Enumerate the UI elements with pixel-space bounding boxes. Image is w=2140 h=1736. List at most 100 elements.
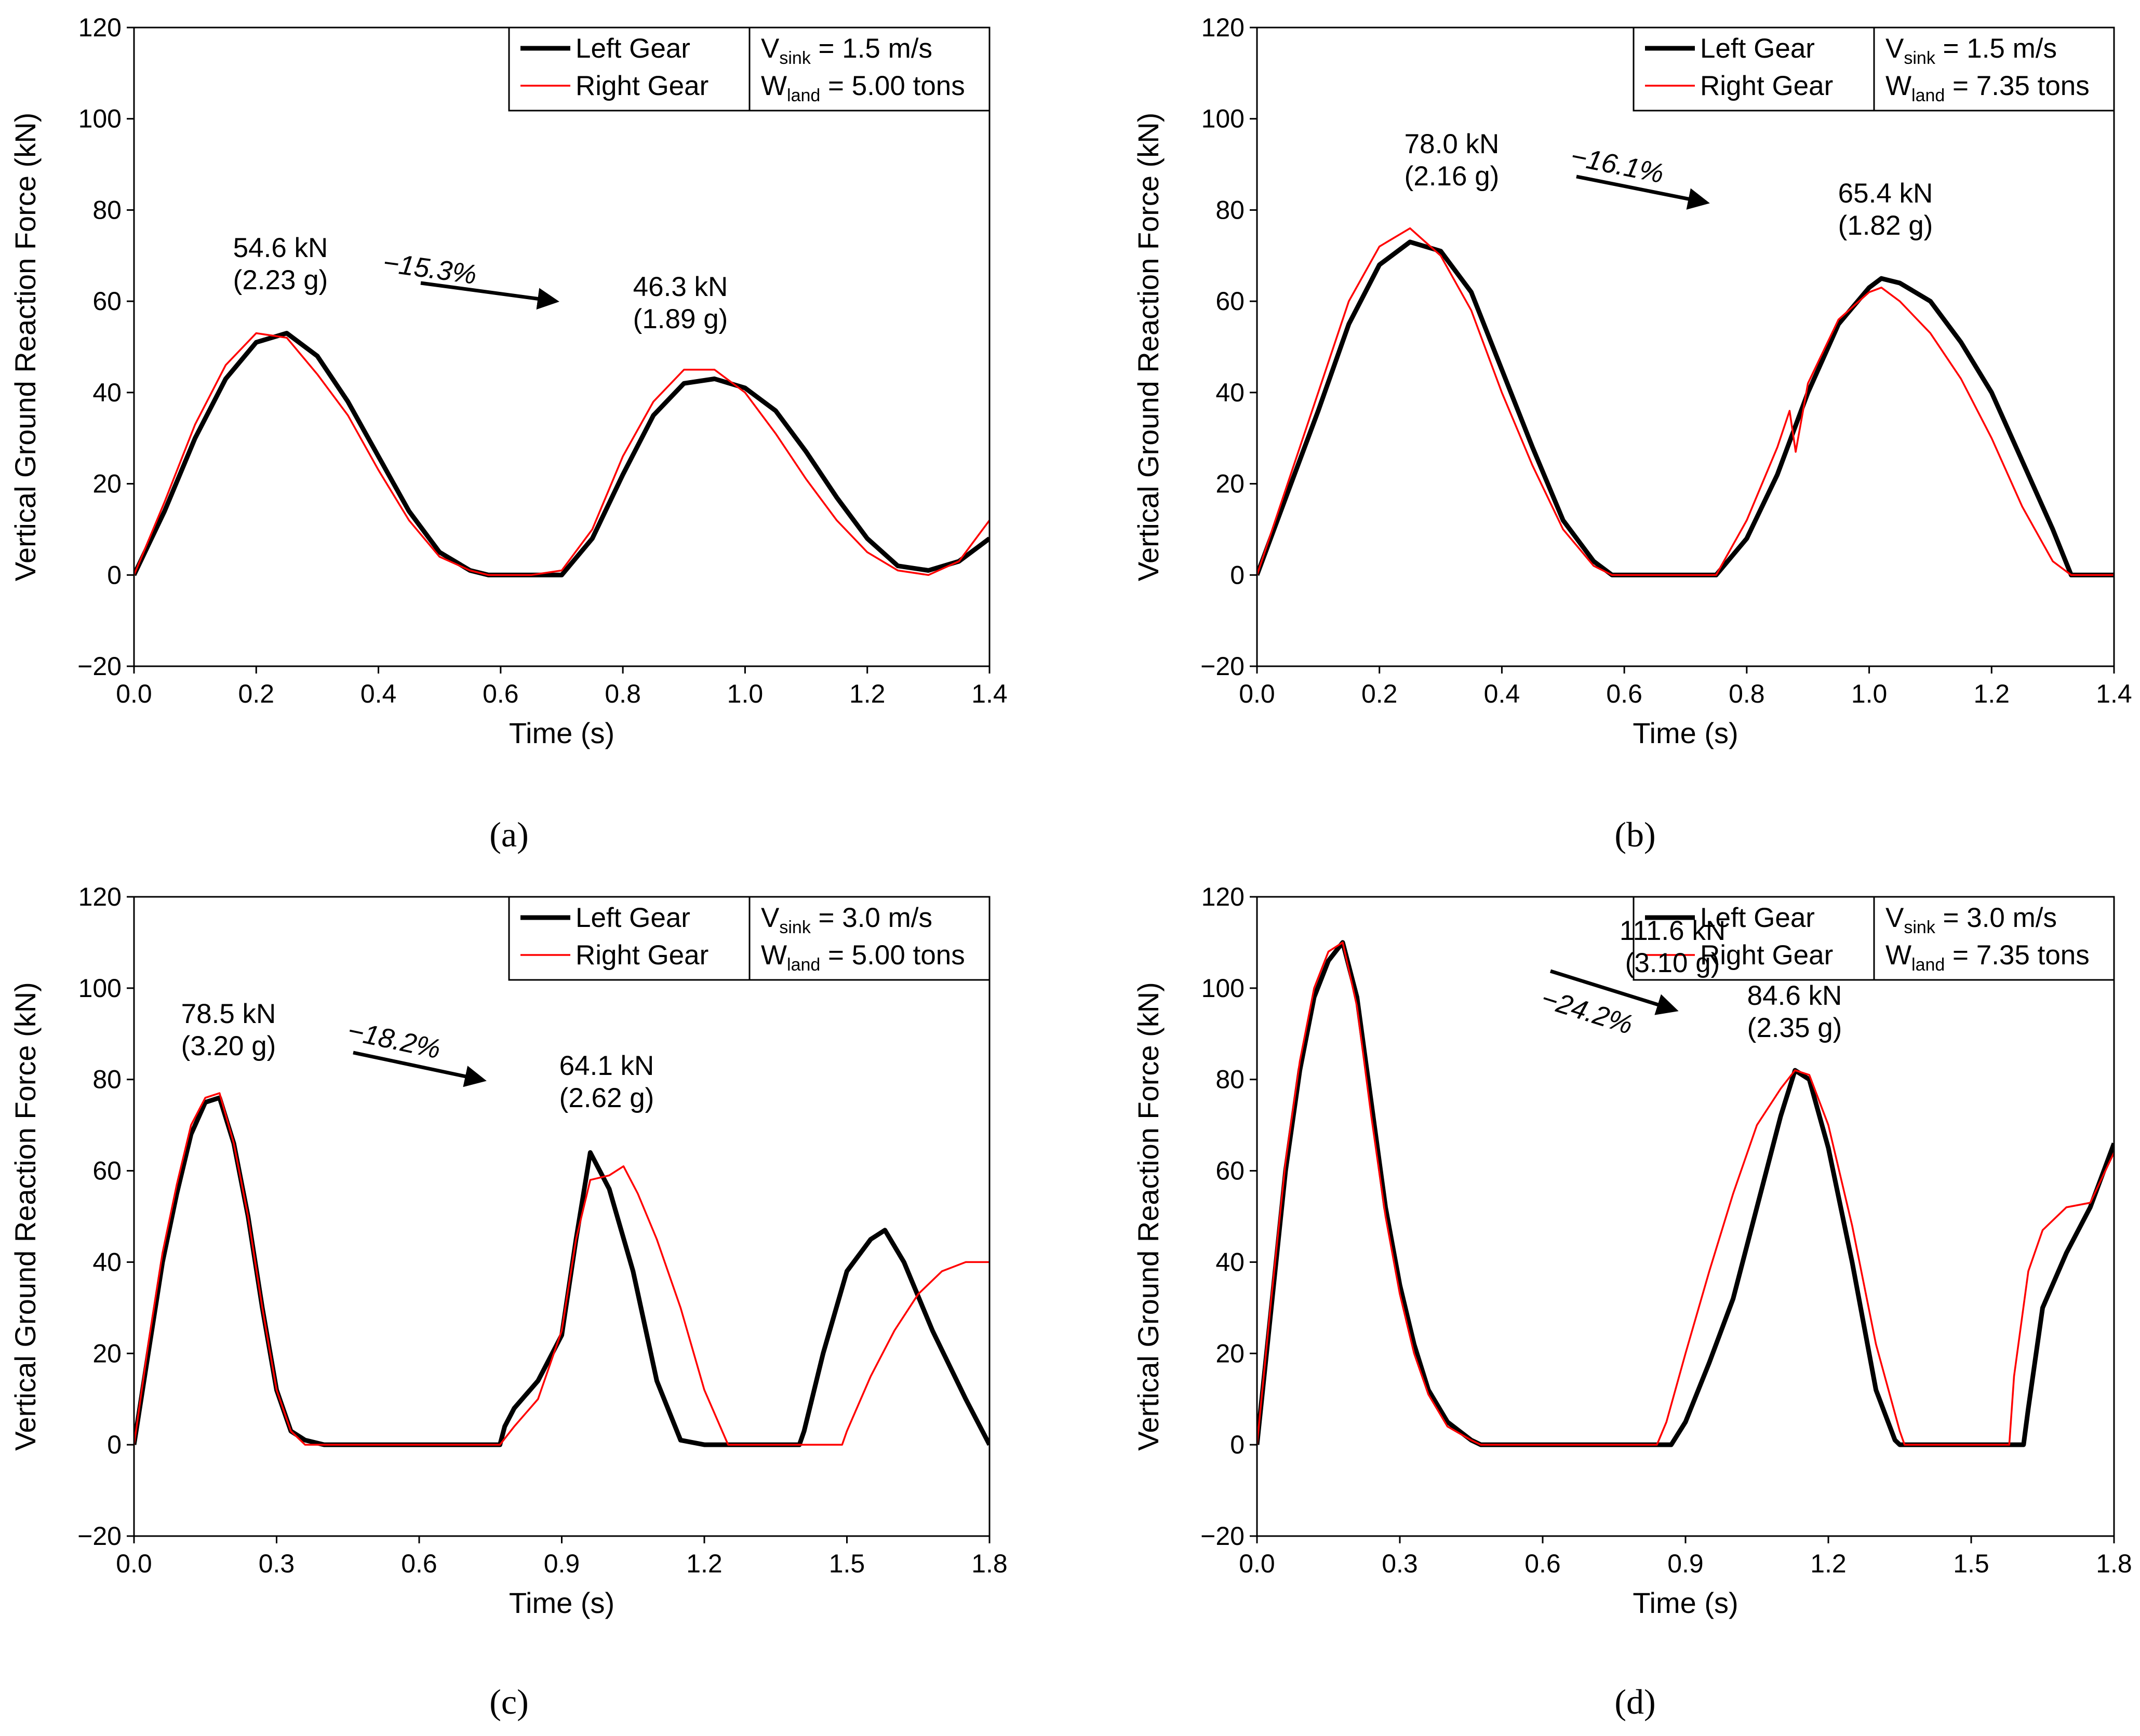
vsink-subscript: sink: [779, 48, 811, 68]
series-left-gear: [134, 331, 989, 577]
x-tick-label: 1.2: [849, 679, 886, 708]
x-tick-label: 1.5: [829, 1549, 865, 1578]
y-tick-label: 100: [1201, 104, 1245, 133]
y-tick-label: 120: [78, 882, 122, 911]
legend-vsink: Vsink = 3.0 m/s: [761, 903, 932, 937]
vsink-symbol: V: [1885, 903, 1904, 933]
legend-left-gear-label: Left Gear: [576, 33, 690, 64]
x-tick-label: 0.3: [1382, 1549, 1418, 1578]
y-tick-label: 60: [92, 1156, 122, 1186]
vsink-symbol: V: [761, 903, 780, 933]
panel-label: (d): [1614, 1682, 1655, 1721]
plot-frame: [133, 896, 991, 1537]
x-tick-label: 1.0: [727, 679, 764, 708]
y-tick-label: 20: [92, 1339, 122, 1368]
x-tick-label: 0.0: [116, 1549, 152, 1578]
legend-right-gear-label: Right Gear: [1700, 71, 1833, 101]
legend-right-gear-label: Right Gear: [576, 71, 708, 101]
peak1-force-label: 78.5 kN: [181, 999, 276, 1029]
y-tick-label: 0: [107, 1430, 122, 1459]
y-tick-label: 120: [1201, 882, 1245, 911]
vsink-subscript: sink: [779, 918, 811, 937]
x-tick-label: 0.6: [401, 1549, 437, 1578]
y-tick-label: 120: [1201, 13, 1245, 42]
panel-label: (b): [1614, 815, 1655, 854]
y-tick-label: 0: [1230, 560, 1245, 589]
panel-label: (a): [489, 815, 528, 854]
wland-subscript: land: [1911, 86, 1945, 105]
wland-value: = 7.35 tons: [1945, 71, 2089, 101]
y-tick-label: 0: [107, 560, 122, 589]
y-tick-label: 100: [78, 974, 122, 1003]
chart-panel-c: −20 0 20 40 60 80 100 120 0.0 0.3 0.6 0.9 1.2 1.5 1.8 T…: [9, 882, 1008, 1721]
y-tick-label: 20: [1215, 1339, 1245, 1368]
peak2-g-label: (1.82 g): [1838, 210, 1933, 241]
x-tick-label: 1.2: [1974, 679, 2010, 708]
vsink-value: = 3.0 m/s: [811, 903, 932, 933]
reduction-label: −16.1%: [1568, 141, 1666, 189]
x-tick-label: 1.2: [1810, 1549, 1847, 1578]
y-tick-label: −20: [1200, 652, 1245, 681]
peak2-force-label: 65.4 kN: [1838, 178, 1933, 209]
legend-left-gear-label: Left Gear: [576, 903, 690, 933]
series-left-gear: [134, 1095, 989, 1447]
x-tick-label: 0.4: [360, 679, 397, 708]
wland-subscript: land: [787, 86, 820, 105]
x-tick-label: 0.9: [1667, 1549, 1704, 1578]
series-left-gear: [1257, 239, 2114, 577]
vsink-value: = 1.5 m/s: [1935, 33, 2057, 64]
x-tick-label: 1.8: [971, 1549, 1008, 1578]
x-tick-label: 0.2: [1361, 679, 1398, 708]
y-axis-title: Vertical Ground Reaction Force (kN): [1132, 982, 1165, 1451]
vsink-value: = 1.5 m/s: [811, 33, 932, 64]
y-tick-label: 20: [92, 469, 122, 499]
peak2-force-label: 64.1 kN: [559, 1051, 654, 1081]
reduction-arrow: [420, 281, 559, 310]
peak2-g-label: (2.62 g): [559, 1083, 654, 1113]
x-axis-title: Time (s): [1633, 1586, 1738, 1619]
x-tick-label: 0.4: [1484, 679, 1520, 708]
y-axis-title: Vertical Ground Reaction Force (kN): [9, 113, 42, 582]
x-axis-title: Time (s): [509, 717, 614, 749]
y-tick-label: 60: [92, 287, 122, 316]
x-tick-label: 0.8: [605, 679, 641, 708]
peak1-g-label: (2.23 g): [233, 265, 328, 295]
legend-right-gear-label: Right Gear: [1700, 940, 1833, 971]
y-tick-label: 120: [78, 13, 122, 42]
y-tick-label: 80: [92, 195, 122, 224]
x-tick-label: 0.0: [1239, 1549, 1275, 1578]
y-tick-label: 40: [1215, 378, 1245, 407]
peak1-g-label: (3.20 g): [181, 1031, 276, 1061]
legend-wland: Wland = 7.35 tons: [1885, 940, 2090, 975]
x-tick-label: 1.2: [686, 1549, 723, 1578]
x-tick-label: 0.6: [1606, 679, 1642, 708]
series-right-gear: [134, 332, 989, 576]
x-axis-title: Time (s): [509, 1586, 614, 1619]
reduction-label: −18.2%: [345, 1015, 444, 1065]
y-tick-label: 100: [1201, 974, 1245, 1003]
y-axis-title: Vertical Ground Reaction Force (kN): [1132, 113, 1165, 582]
x-axis-title: Time (s): [1633, 717, 1738, 749]
peak2-g-label: (1.89 g): [633, 304, 728, 334]
y-tick-label: 60: [1215, 1156, 1245, 1186]
x-tick-label: 1.5: [1953, 1549, 1989, 1578]
y-tick-label: 80: [1215, 195, 1245, 224]
x-tick-label: 0.6: [483, 679, 519, 708]
panel-label: (c): [489, 1682, 528, 1721]
x-tick-label: 1.0: [1851, 679, 1888, 708]
plot-frame: [1256, 26, 2115, 667]
legend-wland: Wland = 5.00 tons: [761, 71, 965, 105]
y-tick-label: 0: [1230, 1430, 1245, 1459]
y-tick-label: 40: [92, 1247, 122, 1276]
y-tick-label: 40: [92, 378, 122, 407]
wland-symbol: W: [761, 940, 787, 971]
reduction-arrow: [1576, 174, 1710, 210]
peak1-g-label: (2.16 g): [1405, 161, 1500, 192]
y-axis-title: Vertical Ground Reaction Force (kN): [9, 982, 42, 1451]
y-tick-label: −20: [77, 652, 122, 681]
y-tick-label: 40: [1215, 1247, 1245, 1276]
wland-subscript: land: [787, 955, 820, 975]
y-tick-label: −20: [1200, 1522, 1245, 1551]
wland-subscript: land: [1911, 955, 1945, 975]
